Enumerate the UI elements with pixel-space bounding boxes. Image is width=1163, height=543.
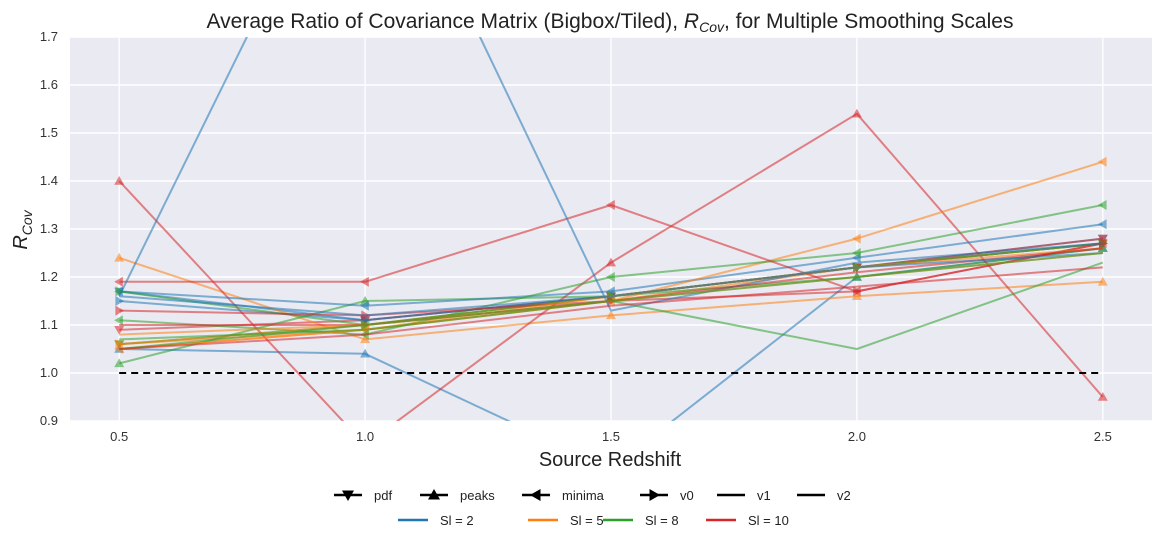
data-point <box>115 305 125 316</box>
data-point <box>114 326 125 335</box>
x-tick-label: 0.5 <box>110 429 128 444</box>
legend-item-v1: v1 <box>717 488 771 503</box>
data-point <box>1097 392 1108 401</box>
y-tick-label: 1.5 <box>40 125 58 140</box>
data-point <box>606 310 616 320</box>
series-line <box>119 266 1103 350</box>
data-point <box>606 257 616 267</box>
legend-label: v1 <box>757 488 771 503</box>
data-point <box>606 200 615 210</box>
data-point <box>114 315 123 326</box>
legend-marker <box>649 489 660 501</box>
legend-item-scale-10: Sl = 10 <box>706 513 789 528</box>
legend-label: v0 <box>680 488 694 503</box>
chart-title: Average Ratio of Covariance Matrix (Bigb… <box>207 10 1014 35</box>
legend-item-peaks: peaks <box>420 488 495 503</box>
x-tick-label: 1.0 <box>356 429 374 444</box>
data-point <box>115 339 125 350</box>
data-point <box>851 248 861 258</box>
y-tick-label: 1.7 <box>40 29 58 44</box>
y-tick-label: 1.2 <box>40 269 58 284</box>
legend: pdf peaks minima v0 v1 v2 Sl = 2 Sl = 5 Sl = 8 Sl… <box>334 488 851 528</box>
data-point <box>1099 238 1108 249</box>
data-point <box>853 286 862 297</box>
legend-marker <box>530 489 541 501</box>
data-point <box>851 108 862 118</box>
series-line <box>118 37 1103 312</box>
x-axis-label: Source Redshift <box>539 449 682 471</box>
series-line <box>119 252 1103 317</box>
series-line <box>119 252 1103 350</box>
series-peaks-5 <box>114 252 1108 344</box>
legend-label: Sl = 5 <box>570 513 604 528</box>
data-point <box>606 272 615 282</box>
y-tick-label: 1.1 <box>40 317 58 332</box>
legend-marker <box>428 489 440 500</box>
data-point <box>1097 156 1107 167</box>
data-point <box>114 344 123 354</box>
ylabel-r: R <box>10 235 32 249</box>
series-group <box>114 37 1108 421</box>
x-tick-label: 2.0 <box>848 429 866 444</box>
data-point <box>114 176 125 185</box>
y-tick-label: 1.4 <box>40 173 58 188</box>
data-point <box>1097 219 1107 230</box>
data-point <box>1097 276 1108 286</box>
x-tick-label: 1.5 <box>602 429 620 444</box>
title-tail: , for Multiple Smoothing Scales <box>724 10 1013 33</box>
legend-item-minima: minima <box>522 488 605 503</box>
y-tick-label: 1.6 <box>40 77 58 92</box>
data-point <box>115 296 125 306</box>
legend-label: peaks <box>460 488 495 503</box>
legend-item-pdf: pdf <box>334 488 392 503</box>
title-math-sub: Cov <box>699 19 725 35</box>
series-v1-2 <box>118 37 1103 312</box>
ylabel-sub: Cov <box>19 209 35 235</box>
title-math-r: R <box>684 10 699 33</box>
data-point <box>1097 200 1107 210</box>
y-tick-label: 1.0 <box>40 365 58 380</box>
y-tick-label: 0.9 <box>40 413 58 428</box>
y-axis-label: RCov <box>10 209 35 249</box>
data-point <box>851 291 862 300</box>
data-point <box>114 276 123 287</box>
legend-item-scale-5: Sl = 5 <box>528 513 604 528</box>
series-peaks-10 <box>114 108 1108 421</box>
data-point <box>360 276 369 287</box>
data-point <box>606 286 615 297</box>
legend-label: Sl = 2 <box>440 513 474 528</box>
data-point <box>114 358 125 368</box>
data-point <box>1097 243 1108 252</box>
series-v2-8 <box>119 252 1103 350</box>
legend-item-v0: v0 <box>640 488 694 503</box>
data-point <box>1097 234 1108 244</box>
series-v2-2 <box>119 252 1103 317</box>
y-tick-label: 1.3 <box>40 221 58 236</box>
legend-label: pdf <box>374 488 392 503</box>
data-point <box>360 334 371 344</box>
data-point <box>114 252 125 262</box>
data-point <box>360 348 371 358</box>
data-point <box>851 233 861 244</box>
title-text: Average Ratio of Covariance Matrix (Bigb… <box>207 10 684 33</box>
legend-item-scale-8: Sl = 8 <box>603 513 679 528</box>
x-tick-label: 2.5 <box>1094 429 1112 444</box>
legend-item-scale-2: Sl = 2 <box>398 513 474 528</box>
legend-marker <box>342 490 354 501</box>
legend-item-v2: v2 <box>797 488 851 503</box>
data-point <box>115 286 125 297</box>
series-v2-10 <box>119 266 1103 350</box>
legend-label: v2 <box>837 488 851 503</box>
legend-label: minima <box>562 488 605 503</box>
legend-label: Sl = 8 <box>645 513 679 528</box>
plot-area: 0.9 1.0 1.1 1.2 1.3 1.4 1.5 1.6 1.7 0.5 1.0 1.5 2.0 2… <box>40 29 1152 444</box>
data-point <box>360 300 369 311</box>
legend-label: Sl = 10 <box>748 513 789 528</box>
